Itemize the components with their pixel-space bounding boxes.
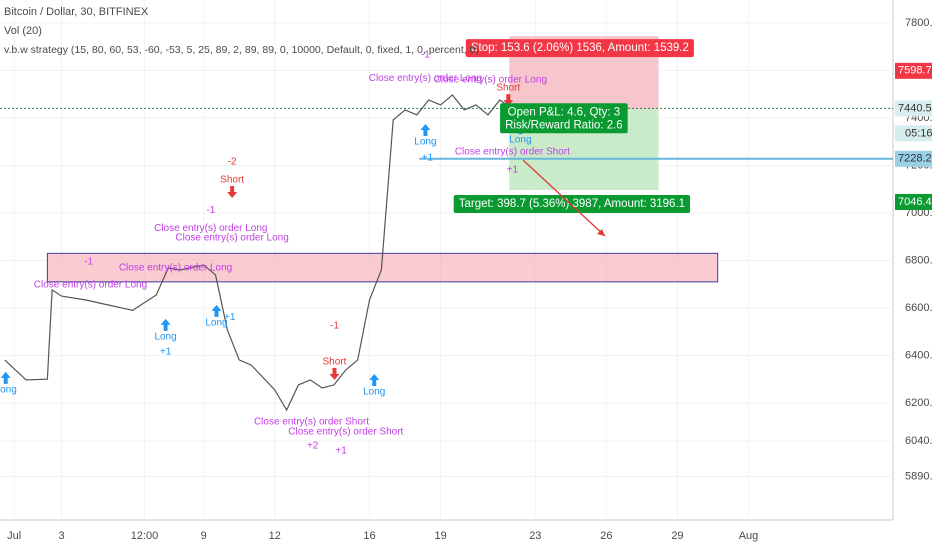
price-tag: [895, 100, 932, 117]
x-tick-label: 12:00: [131, 530, 159, 542]
y-tick-label: 6040.0: [905, 435, 932, 447]
projection-arrow: [522, 159, 606, 237]
trade-label: +1: [422, 153, 434, 164]
stop-label-box: [465, 39, 694, 58]
x-tick-label: 12: [269, 530, 281, 542]
trade-label: Close entry(s) order Long: [119, 263, 232, 274]
countdown-label: 05:16: [905, 127, 932, 139]
price-tag: [895, 150, 932, 167]
trade-label: -1: [421, 50, 430, 61]
trade-label: Short: [220, 175, 244, 186]
short-arrow: [329, 367, 340, 380]
x-tick-label: 19: [434, 530, 446, 542]
price-line: [4, 94, 526, 412]
y-tick-label: 6600.0: [905, 302, 932, 314]
trade-label: -1: [206, 205, 215, 216]
trade-label: Short: [323, 357, 347, 368]
long-arrow: [211, 304, 222, 317]
header-volume: Vol (20): [4, 25, 42, 37]
x-tick-label: Aug: [739, 530, 759, 542]
target-label-box: [453, 194, 691, 213]
trade-label: Short: [496, 83, 520, 94]
y-tick-label: 6400.0: [905, 349, 932, 361]
header-symbol: Bitcoin / Dollar, 30, BITFINEX: [4, 6, 149, 18]
x-tick-label: 26: [600, 530, 612, 542]
x-tick-label: 29: [671, 530, 683, 542]
trade-label: Long: [0, 385, 17, 396]
y-tick-label: 6800.0: [905, 254, 932, 266]
pnl-label: Risk/Reward Ratio: 2.6: [505, 119, 623, 131]
long-arrow: [420, 123, 431, 136]
price-tag-label: 7440.5: [898, 102, 932, 114]
price-tag-label: 7046.4: [898, 196, 932, 208]
trade-label: Close entry(s) order Long: [34, 280, 147, 291]
long-arrow: [0, 371, 11, 384]
price-tag: [895, 62, 932, 79]
trade-label: Long: [509, 135, 531, 146]
trade-label: Close entry(s) order Long: [175, 233, 288, 244]
trade-label: -1: [330, 321, 339, 332]
y-tick-label: 5890.0: [905, 470, 932, 482]
trade-label: Close entry(s) order Short: [288, 427, 403, 438]
trade-label: Long: [363, 387, 385, 398]
stop-label: Stop: 153.6 (2.06%) 1536, Amount: 1539.2: [471, 42, 689, 54]
price-tag: [895, 193, 932, 210]
trade-label: Close entry(s) order Short: [254, 417, 369, 428]
trade-label: +1: [507, 165, 519, 176]
x-tick-label: Jul: [7, 530, 21, 542]
arrow-head: [597, 229, 605, 236]
countdown-tag: [895, 125, 932, 142]
trade-label: +2: [307, 441, 319, 452]
pnl-label: Open P&L: 4.6, Qty: 3: [508, 106, 621, 118]
x-tick-label: 16: [363, 530, 375, 542]
long-arrow: [369, 374, 380, 387]
trade-label: -2: [228, 157, 237, 168]
trade-label: +1: [224, 312, 236, 323]
x-tick-label: 23: [529, 530, 541, 542]
price-tag-label: 7228.2: [898, 153, 932, 165]
trade-label: Close entry(s) order Long: [434, 75, 547, 86]
short-arrow: [227, 185, 238, 198]
short-arrow: [503, 94, 514, 107]
trade-label: Close entry(s) order Long: [369, 73, 482, 84]
y-tick-label: 6200.0: [905, 397, 932, 409]
long-arrow: [160, 318, 171, 331]
y-tick-label: 7800.0: [905, 17, 932, 29]
trade-label: Close entry(s) order Short: [455, 147, 570, 158]
x-tick-label: 9: [201, 530, 207, 542]
x-tick-label: 3: [59, 530, 65, 542]
trade-label: Long: [414, 137, 436, 148]
target-label: Target: 398.7 (5.36%) 3987, Amount: 3196…: [459, 198, 685, 210]
trade-label: Close entry(s) order Long: [154, 223, 267, 234]
pnl-box: [500, 103, 628, 134]
trade-label: Long: [154, 332, 176, 343]
trade-label: Long: [205, 318, 227, 329]
trade-label: +1: [335, 446, 347, 457]
trade-label: -1: [84, 257, 93, 268]
header-strategy: v.b.w strategy (15, 80, 60, 53, -60, -53…: [4, 44, 479, 56]
price-tag-label: 7598.7: [898, 65, 932, 77]
trade-label: +1: [160, 347, 172, 358]
